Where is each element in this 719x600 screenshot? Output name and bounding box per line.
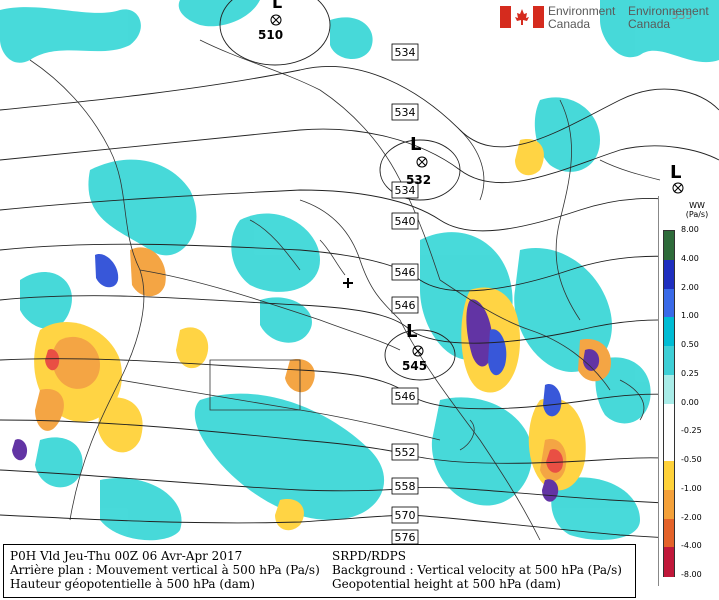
contour-label: 534	[391, 43, 419, 61]
caption-right-line1: SRPD/RDPS	[332, 549, 406, 563]
svg-text:L: L	[406, 321, 417, 342]
caption-left-line3: Hauteur géopotentielle à 500 hPa (dam)	[10, 577, 255, 591]
pressure-centers: L 510 L 532 L 545 L	[258, 0, 684, 373]
caption-left-line2: Arrière plan : Mouvement vertical à 500 …	[10, 563, 320, 577]
velocity-shading	[0, 0, 719, 541]
brand-name-en-line2: Canada	[548, 17, 591, 31]
coastlines	[29, 39, 661, 541]
caption-right-line3: Geopotential height at 500 hPa (dam)	[332, 577, 561, 591]
legend-tick-label: -4.00	[681, 541, 702, 551]
svg-text:576: 576	[395, 531, 416, 544]
contour-label: 558	[391, 477, 419, 495]
legend-tick-label: 4.00	[681, 253, 699, 263]
brand-name-fr-line2: Canada	[628, 17, 671, 31]
svg-text:540: 540	[395, 215, 416, 228]
legend-color-segment	[664, 461, 674, 491]
contour-label: 535	[672, 9, 693, 22]
legend-tick-label: -1.00	[681, 483, 702, 493]
legend-tick-label: 0.00	[681, 397, 699, 407]
legend-color-segment	[664, 432, 674, 462]
legend-color-bar	[663, 230, 675, 577]
canada-flag-icon	[500, 6, 544, 28]
svg-text:534: 534	[395, 184, 416, 197]
environment-canada-logo: Environment Canada Environnement Canada	[500, 3, 718, 31]
contour-label: 546	[391, 296, 419, 314]
low-center: L 510	[258, 0, 283, 42]
contour-labels: 534 534 534 540 546 546	[391, 9, 693, 545]
svg-text:552: 552	[395, 446, 416, 459]
legend-tick-label: -0.50	[681, 455, 702, 464]
legend-color-segment	[664, 518, 674, 548]
svg-text:L: L	[670, 162, 681, 183]
legend-tick-label: -8.00	[681, 570, 702, 579]
legend-color-segment	[664, 231, 674, 261]
legend-tick-label: 8.00	[681, 225, 699, 234]
svg-text:546: 546	[395, 266, 416, 279]
map-caption: P0H Vld Jeu-Thu 00Z 06 Avr-Apr 2017 Arri…	[3, 544, 636, 598]
low-center: L 532	[406, 134, 431, 187]
caption-right-line2: Background : Vertical velocity at 500 hP…	[332, 563, 622, 577]
contour-label: 546	[391, 387, 419, 405]
low-center: L	[670, 162, 684, 194]
contour-label: 534	[391, 103, 419, 121]
contour-label: 576	[391, 529, 419, 545]
color-legend: WW (Pa/s) 8.00 4.00 2.00 1.00 0.50 0.25 0.00 -0…	[658, 196, 719, 586]
legend-tick-label: 0.25	[681, 368, 699, 378]
legend-color-segment	[664, 403, 674, 433]
low-center: L 545	[402, 321, 427, 373]
svg-text:545: 545	[402, 359, 427, 373]
contour-label: 540	[391, 212, 419, 230]
svg-text:534: 534	[395, 46, 416, 59]
brand-name-fr: Environnement	[628, 4, 709, 18]
svg-text:558: 558	[395, 480, 416, 493]
svg-text:532: 532	[406, 173, 431, 187]
caption-left-line1: P0H Vld Jeu-Thu 00Z 06 Avr-Apr 2017	[10, 549, 243, 563]
svg-text:570: 570	[395, 509, 416, 522]
legend-title: WW (Pa/s)	[685, 201, 709, 219]
city-marker	[343, 278, 353, 288]
legend-tick-label: 2.00	[681, 282, 699, 292]
legend-color-segment	[664, 288, 674, 318]
contour-label: 570	[391, 506, 419, 524]
legend-tick-label: -2.00	[681, 512, 702, 522]
legend-tick-label: 0.50	[681, 340, 699, 349]
legend-tick-label: 1.00	[681, 311, 699, 321]
svg-text:546: 546	[395, 390, 416, 403]
legend-color-segment	[664, 346, 674, 376]
legend-color-segment	[664, 489, 674, 519]
svg-text:546: 546	[395, 299, 416, 312]
contour-label: 534	[391, 181, 419, 199]
svg-text:L: L	[410, 134, 421, 155]
svg-text:510: 510	[258, 28, 283, 42]
legend-color-segment	[664, 259, 674, 289]
svg-text:L: L	[272, 0, 282, 12]
legend-color-segment	[664, 547, 674, 577]
brand-name-en: Environment	[548, 4, 616, 18]
legend-color-segment	[664, 317, 674, 347]
contour-label: 546	[391, 263, 419, 281]
legend-tick-label: -0.25	[681, 426, 702, 436]
contour-label: 552	[391, 443, 419, 461]
legend-color-segment	[664, 374, 674, 404]
svg-text:534: 534	[395, 106, 416, 119]
